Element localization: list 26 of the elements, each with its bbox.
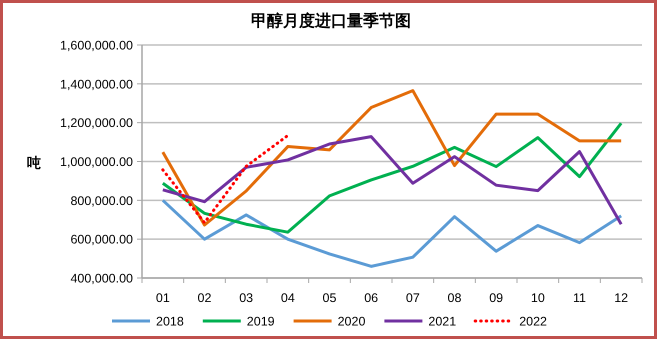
y-tick-label: 1,000,000.00 [60, 155, 134, 169]
legend-label: 2020 [338, 314, 366, 328]
x-tick-label: 03 [239, 291, 254, 305]
y-tick-label: 1,200,000.00 [60, 116, 134, 130]
y-tick-label: 400,000.00 [70, 272, 134, 286]
x-tick-label: 07 [406, 291, 420, 305]
x-tick-label: 06 [364, 291, 378, 305]
y-tick-label: 800,000.00 [70, 194, 134, 208]
legend-label: 2021 [428, 314, 456, 328]
x-tick-label: 02 [198, 291, 212, 305]
x-tick-label: 08 [448, 291, 462, 305]
y-axis-title: 吨 [27, 154, 41, 170]
x-tick-label: 11 [573, 291, 586, 305]
x-tick-label: 04 [280, 291, 295, 305]
x-tick-label: 01 [156, 291, 170, 305]
legend-label: 2022 [519, 314, 548, 328]
y-tick-label: 600,000.00 [70, 232, 134, 247]
chart-title: 甲醇月度进口量季节图 [251, 11, 411, 30]
x-tick-label: 12 [614, 291, 628, 305]
y-tick-label: 1,600,000.00 [60, 38, 134, 52]
legend-label: 2019 [246, 314, 275, 328]
x-tick-label: 09 [489, 291, 504, 305]
legend-label: 2018 [156, 314, 184, 328]
y-tick-label: 1,400,000.00 [60, 77, 134, 92]
x-tick-label: 10 [530, 291, 545, 305]
x-tick-label: 05 [322, 291, 336, 305]
